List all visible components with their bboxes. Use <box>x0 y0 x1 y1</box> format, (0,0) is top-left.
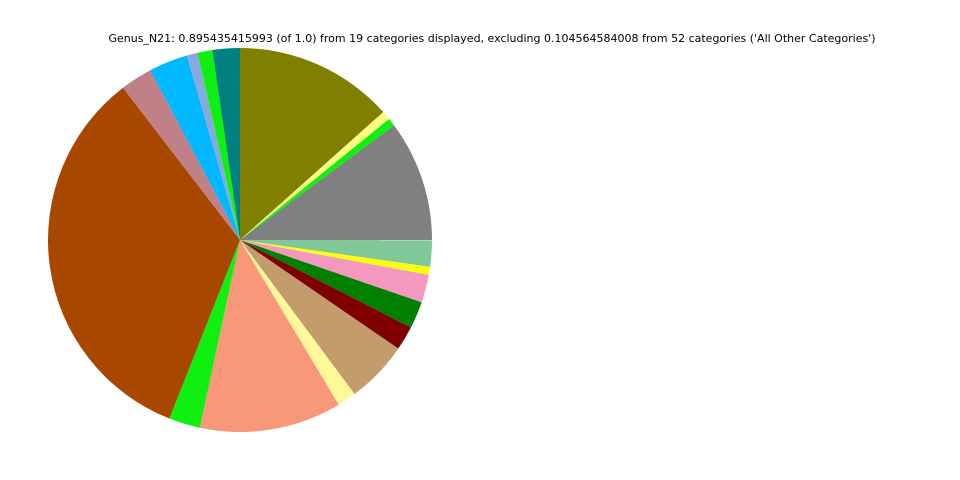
pie-slice <box>240 125 432 241</box>
pie-slice <box>240 240 429 303</box>
pie-slice <box>150 55 240 240</box>
pie-slice <box>122 70 240 240</box>
pie-slice <box>240 240 422 328</box>
pie-slice <box>197 50 240 241</box>
pie-slice <box>240 240 432 267</box>
pie-slice <box>240 240 399 395</box>
pie-slice <box>240 240 411 349</box>
pie-slice <box>199 240 339 432</box>
pie-slice <box>240 119 395 240</box>
pie-slice <box>240 240 355 405</box>
pie-slice <box>212 48 240 240</box>
pie-slice <box>240 240 431 275</box>
pie-slice <box>240 48 384 240</box>
pie-slice <box>186 52 240 240</box>
pie-slice <box>47 87 241 419</box>
pie-slice <box>169 240 240 428</box>
chart-title: Genus_N21: 0.895435415993 (of 1.0) from … <box>108 32 875 45</box>
pie-slice <box>240 112 390 240</box>
